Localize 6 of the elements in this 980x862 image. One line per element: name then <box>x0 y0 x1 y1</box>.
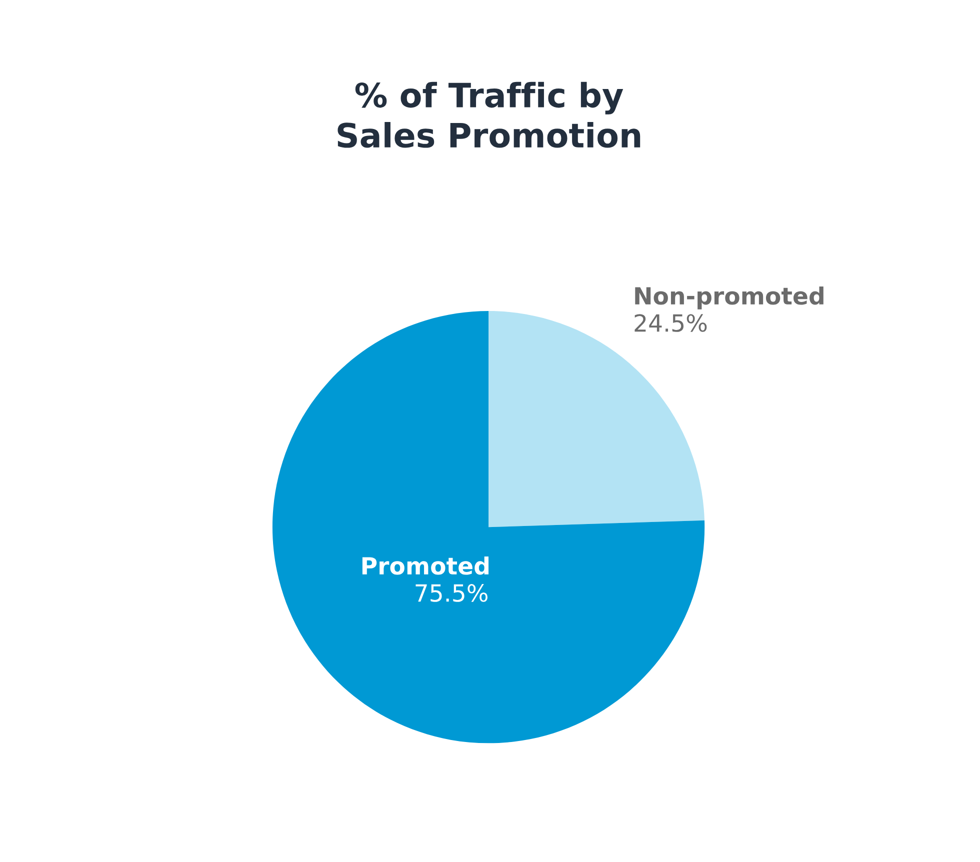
data-label: 24.5% <box>634 314 707 332</box>
data-label: 75.5% <box>416 584 488 602</box>
chart-title: % of Traffic by Sales Promotion <box>338 82 640 148</box>
pie-slice <box>272 311 705 744</box>
slice-label: Promoted <box>362 556 488 575</box>
slice-label: Non-promoted <box>635 286 824 310</box>
